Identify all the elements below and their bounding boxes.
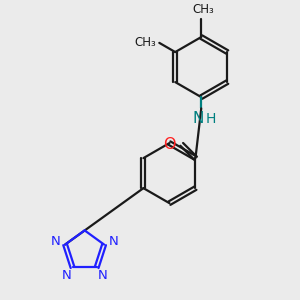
Text: O: O xyxy=(163,137,175,152)
Text: H: H xyxy=(206,112,216,126)
Text: CH₃: CH₃ xyxy=(192,3,214,16)
Text: CH₃: CH₃ xyxy=(135,36,157,50)
Text: N: N xyxy=(98,269,107,282)
Text: N: N xyxy=(193,111,204,126)
Text: N: N xyxy=(62,269,72,282)
Text: N: N xyxy=(109,235,118,248)
Text: N: N xyxy=(51,235,61,248)
